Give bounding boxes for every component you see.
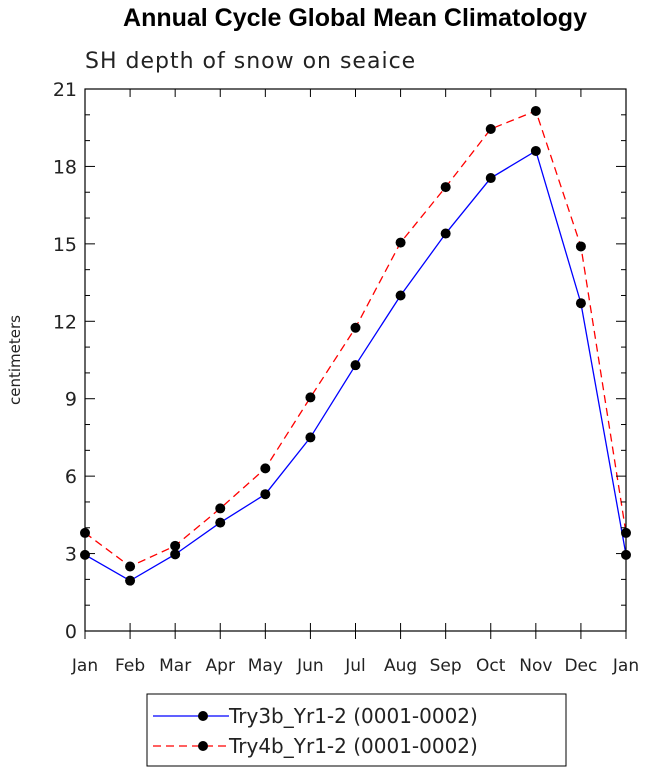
data-point-series-1 xyxy=(215,517,226,528)
x-tick-label: Oct xyxy=(476,656,506,676)
data-point-series-2 xyxy=(530,105,541,116)
x-tick-label: Nov xyxy=(519,656,552,676)
legend-box xyxy=(146,693,567,767)
chart-title: Annual Cycle Global Mean Climatology xyxy=(123,4,587,32)
x-tick-label: Jan xyxy=(612,656,639,676)
x-tick-label: Apr xyxy=(206,656,235,676)
legend-label-1: Try3b_Yr1-2 (0001-0002) xyxy=(228,704,478,728)
y-tick-label: 6 xyxy=(65,466,77,488)
x-tick-label: Sep xyxy=(430,656,462,676)
data-point-series-1 xyxy=(575,298,586,309)
data-point-series-2 xyxy=(125,561,136,572)
x-tick-label: Mar xyxy=(159,656,191,676)
x-tick-label: Feb xyxy=(115,656,145,676)
x-tick-label: May xyxy=(248,656,283,676)
data-point-series-1 xyxy=(485,173,496,184)
x-tick-label: Jan xyxy=(71,656,98,676)
data-point-series-2 xyxy=(305,392,316,403)
y-tick-label: 9 xyxy=(65,389,77,411)
y-tick-label: 3 xyxy=(65,544,77,566)
data-point-series-1 xyxy=(395,290,406,301)
legend-marker-1 xyxy=(198,711,208,721)
data-point-series-2 xyxy=(485,124,496,135)
data-point-series-1 xyxy=(170,549,181,560)
x-tick-label: Aug xyxy=(384,656,417,676)
x-tick-label: Dec xyxy=(564,656,597,676)
y-tick-label: 12 xyxy=(53,311,77,333)
data-point-series-2 xyxy=(170,540,181,551)
chart-subtitle: SH depth of snow on seaice xyxy=(85,49,416,74)
legend-marker-2 xyxy=(198,741,208,751)
y-tick-label: 18 xyxy=(53,156,77,178)
y-tick-label: 15 xyxy=(53,234,77,256)
data-point-series-2 xyxy=(440,182,451,193)
y-tick-label: 21 xyxy=(53,79,77,101)
y-tick-label: 0 xyxy=(65,621,77,643)
data-point-series-1 xyxy=(125,575,136,586)
data-point-series-1 xyxy=(440,228,451,239)
data-point-series-2 xyxy=(260,463,271,474)
x-tick-label: Jul xyxy=(344,656,366,676)
data-point-series-2 xyxy=(575,241,586,252)
data-point-series-2 xyxy=(395,237,406,248)
data-point-series-1 xyxy=(350,360,361,371)
data-point-series-1 xyxy=(305,432,316,443)
data-point-series-2 xyxy=(350,322,361,333)
data-point-series-2 xyxy=(215,503,226,514)
legend-label-2: Try4b_Yr1-2 (0001-0002) xyxy=(228,734,478,758)
y-axis-label: centimeters xyxy=(6,315,24,405)
x-tick-label: Jun xyxy=(296,656,324,676)
data-point-series-1 xyxy=(260,489,271,500)
data-point-series-1 xyxy=(530,145,541,156)
